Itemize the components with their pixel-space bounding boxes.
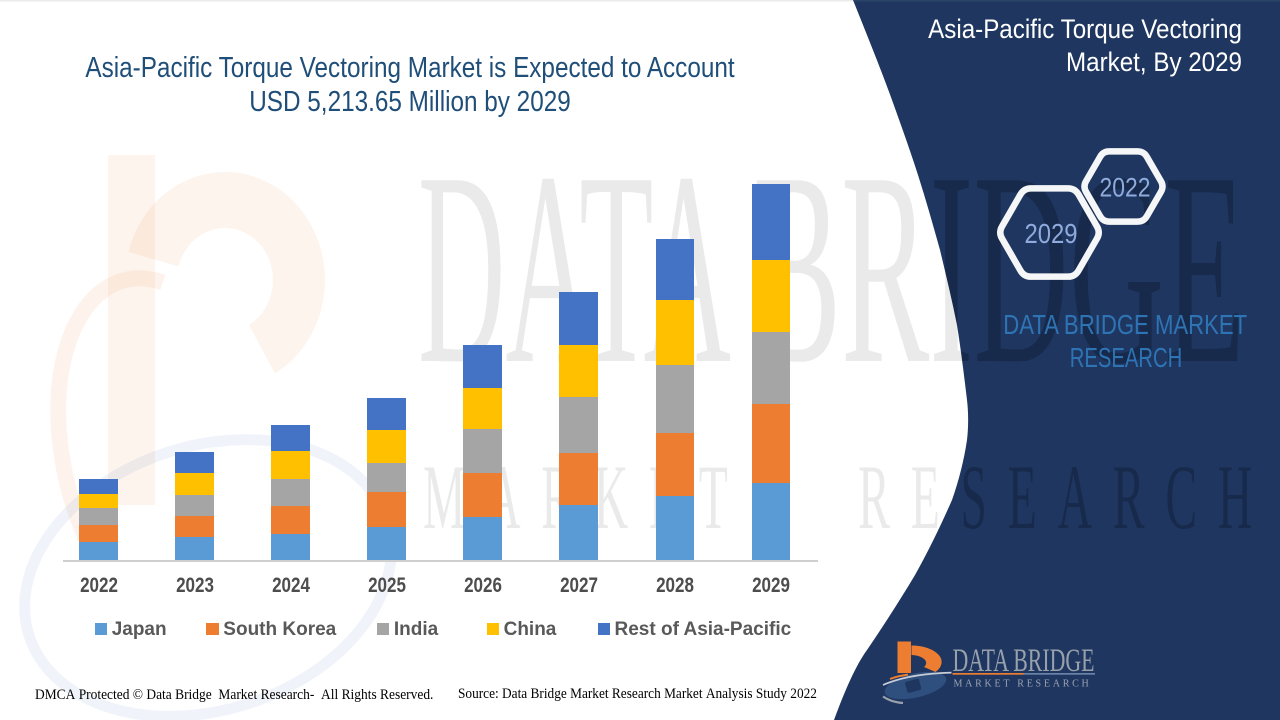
svg-text:2029: 2029 xyxy=(1025,218,1078,249)
svg-text:BRIDGE: BRIDGE xyxy=(753,115,1245,421)
svg-text:MARKET RESEARCH: MARKET RESEARCH xyxy=(423,446,1273,548)
svg-text:MARKET RESEARCH: MARKET RESEARCH xyxy=(954,678,1092,690)
svg-text:2022: 2022 xyxy=(1100,173,1151,203)
